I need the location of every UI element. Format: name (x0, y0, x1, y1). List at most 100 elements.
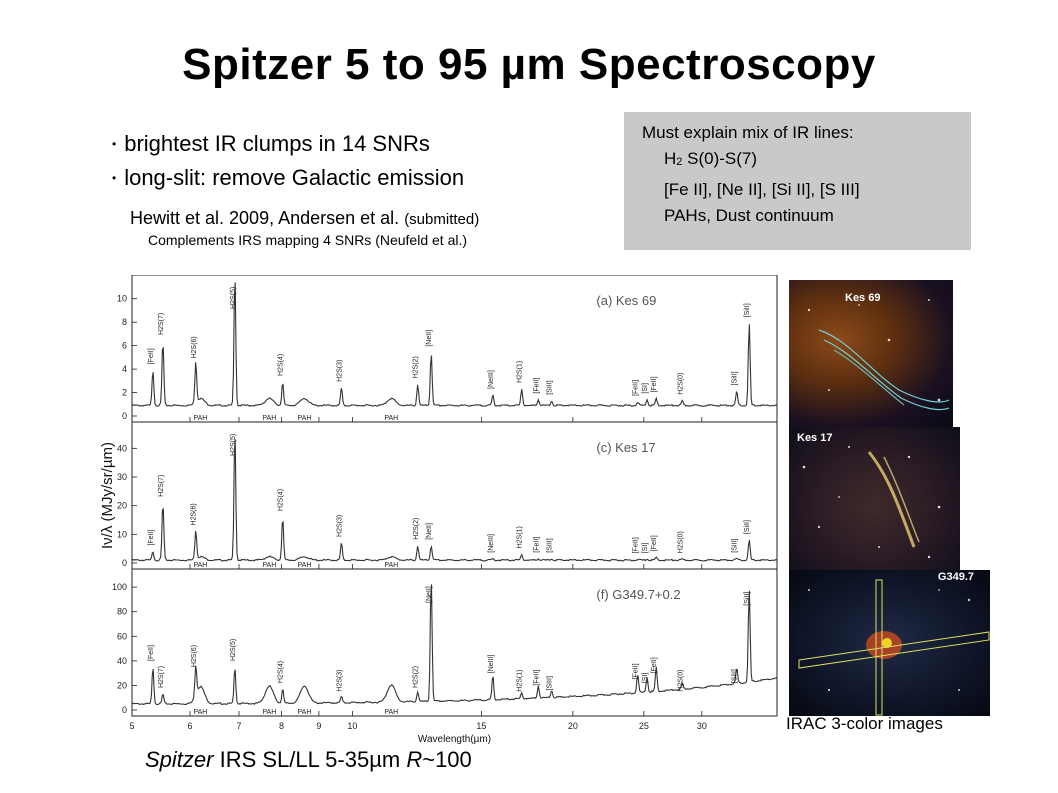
irac-image-kes69: Kes 69 (789, 280, 953, 427)
line-label: [SiII] (744, 520, 751, 534)
bullet-text: long-slit: remove Galactic emission (124, 165, 465, 190)
spectra-figure: 0 2 4 6 8 10 [FeII] H2S(7) H2S(6) H2S(5) H2S(4) H2S… (92, 275, 792, 775)
line-label: [FeII] (633, 380, 640, 396)
image-label-kes69: Kes 69 (845, 292, 881, 304)
y-tick-label: 100 (112, 582, 127, 592)
line-label: [NeII] (426, 523, 433, 540)
pah-label: PAH (298, 562, 312, 569)
y-tick-label: 0 (122, 558, 127, 568)
caption-r: R (406, 747, 423, 772)
pah-label: PAH (298, 415, 312, 422)
x-tick-label: 8 (279, 721, 284, 731)
line-label: [SI] (642, 543, 649, 554)
ir-lines-box: Must explain mix of IR lines: H2 S(0)-S(… (624, 112, 971, 250)
line-label: [SiII] (732, 371, 739, 385)
x-tick-label: 6 (187, 721, 192, 731)
references-main: Hewitt et al. 2009, Andersen et al. (130, 208, 400, 228)
line-label: [SiII] (732, 539, 739, 553)
box-h2-rest: S(0)-S(7) (687, 149, 758, 168)
line-label: H2S(4) (278, 661, 285, 683)
line-label: [NeIII] (488, 534, 495, 553)
y-tick-label: 20 (117, 680, 127, 690)
line-label: [SiII] (744, 303, 751, 317)
y-tick-label: 8 (122, 317, 127, 327)
line-label: H2S(0) (677, 670, 684, 692)
spectrum-line (131, 282, 778, 407)
panel-label: (f) G349.7+0.2 (596, 587, 680, 602)
line-label: H2S(6) (191, 645, 198, 667)
line-label: H2S(5) (230, 434, 237, 456)
y-tick-label: 2 (122, 388, 127, 398)
panel-frame (131, 275, 778, 423)
x-tick-label: 15 (476, 721, 486, 731)
line-label: H2S(2) (413, 356, 420, 378)
line-label: H2S(3) (336, 670, 343, 692)
y-tick-label: 0 (122, 411, 127, 421)
caption-spitzer: Spitzer (145, 747, 214, 772)
line-label: H2S(4) (278, 354, 285, 376)
irac-image-g349: G349.7 (789, 570, 990, 716)
y-tick-label: 0 (122, 705, 127, 715)
line-label: H2S(5) (230, 287, 237, 309)
bullet-text: brightest IR clumps in 14 SNRs (124, 131, 430, 156)
line-label: [FeII] (633, 663, 640, 679)
line-label: [FeII] (633, 537, 640, 553)
panel-label: (a) Kes 69 (596, 293, 656, 308)
line-label: H2S(1) (517, 670, 524, 692)
line-label: [SIII] (547, 676, 554, 690)
pah-label: PAH (262, 709, 276, 716)
y-tick-label: 10 (117, 529, 127, 539)
pah-label: PAH (193, 562, 207, 569)
line-label: H2S(0) (677, 373, 684, 395)
line-label: [FeII] (148, 645, 155, 661)
y-tick-label: 30 (117, 472, 127, 482)
y-tick-label: 6 (122, 341, 127, 351)
pah-label: PAH (262, 562, 276, 569)
caption-tail: ~100 (422, 747, 472, 772)
y-tick-label: 40 (117, 656, 127, 666)
bullet-item: • long-slit: remove Galactic emission (112, 165, 464, 191)
y-tick-label: 60 (117, 631, 127, 641)
kes17-image-art (802, 446, 941, 559)
references: Hewitt et al. 2009, Andersen et al. (sub… (130, 208, 479, 229)
image-label-g349: G349.7 (937, 571, 974, 583)
line-label: [SiII] (732, 669, 739, 683)
x-tick-label: 9 (316, 721, 321, 731)
references-note: (submitted) (404, 211, 480, 228)
line-label: [FeII] (651, 535, 658, 551)
bullet-dot: • (112, 171, 117, 185)
x-tick-label: 25 (639, 721, 649, 731)
line-label: [FeII] (533, 537, 540, 553)
line-label: [SI] (642, 673, 649, 684)
references-complement: Complements IRS mapping 4 SNRs (Neufeld … (148, 232, 468, 248)
x-tick-label: 7 (236, 721, 241, 731)
line-label: [FeII] (148, 348, 155, 364)
pah-label: PAH (384, 709, 398, 716)
bullet-item: • brightest IR clumps in 14 SNRs (112, 131, 430, 157)
kes69-image-art (807, 299, 950, 411)
line-label: [SiII] (744, 592, 751, 606)
images-caption: IRAC 3-color images (786, 714, 943, 733)
y-tick-label: 20 (117, 501, 127, 511)
line-label: [NeIII] (488, 655, 495, 674)
pah-label: PAH (193, 415, 207, 422)
line-label: H2S(2) (413, 666, 420, 688)
panel-label: (c) Kes 17 (596, 440, 655, 455)
line-label: [FeII] (533, 378, 540, 394)
caption-middle: IRS SL/LL 5-35µm (213, 747, 407, 772)
x-tick-label: 5 (129, 721, 134, 731)
line-label: H2S(1) (517, 526, 524, 548)
box-intro: Must explain mix of IR lines: (642, 123, 854, 142)
box-h2-lines: H2 S(0)-S(7) (664, 149, 757, 169)
y-tick-label: 10 (117, 294, 127, 304)
irac-image-kes17: Kes 17 (789, 427, 960, 570)
line-label: H2S(6) (191, 503, 198, 525)
line-label: [FeII] (148, 530, 155, 546)
line-label: [NeII] (426, 586, 433, 603)
y-tick-label: 4 (122, 364, 127, 374)
pah-label: PAH (262, 415, 276, 422)
x-tick-label: 20 (568, 721, 578, 731)
line-label: [NeIII] (488, 370, 495, 389)
line-label: H2S(3) (336, 515, 343, 537)
x-axis-label: Wavelength(µm) (418, 734, 491, 745)
